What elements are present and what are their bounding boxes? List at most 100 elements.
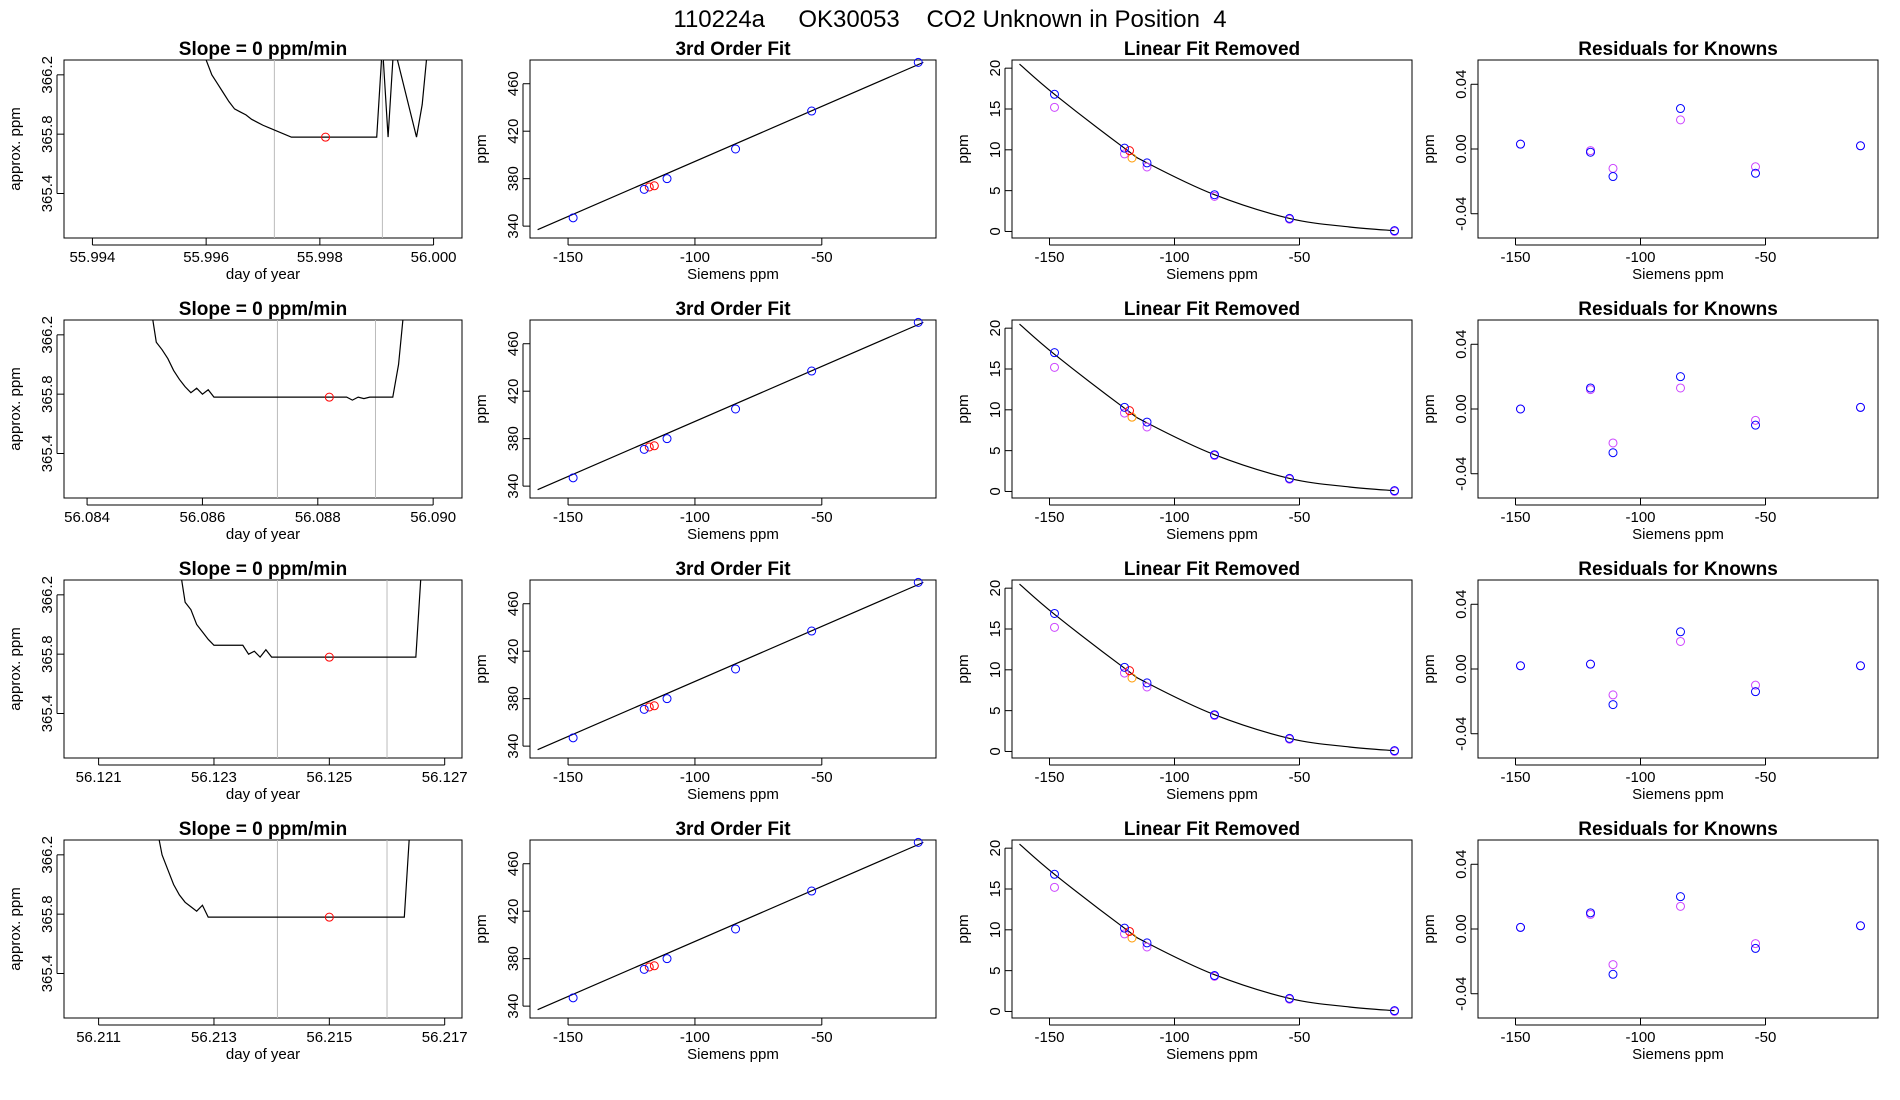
r1-resid-resid-point (1856, 141, 1865, 151)
r2-resid-xtick-label: -150 (1500, 509, 1530, 526)
r4-resid-ylabel: ppm (1421, 914, 1438, 943)
r4-fit-known-point (807, 886, 817, 896)
r2-fit-known-point (662, 434, 672, 444)
r3-linear-known-point (1390, 746, 1399, 756)
r3-resid-resid-point (1856, 661, 1865, 671)
r1-fit-xlabel: Siemens ppm (687, 266, 779, 283)
r1-slope-frame (63, 59, 463, 239)
r4-linear-known-alt-point (1142, 942, 1152, 952)
r4-fit-known-point (662, 954, 672, 964)
r2-fit-unknown-point (644, 442, 654, 452)
r4-resid-ytick-label: 0.00 (1453, 914, 1470, 943)
r2-resid-xtick-label: -50 (1755, 509, 1777, 526)
r3-fit-unknown-point (644, 702, 654, 712)
r4-linear-xtick-label: -150 (1034, 1029, 1064, 1046)
r4-linear-unknown-alt-point (1127, 933, 1137, 943)
r2-slope-ytick-label: 366.2 (39, 316, 56, 354)
r1-linear-known-alt-point (1050, 102, 1059, 112)
r1-linear-known-alt-point (1142, 162, 1152, 172)
r4-resid-ytick-label: 0.04 (1453, 850, 1470, 879)
r2-resid-ytick-label: 0.00 (1453, 394, 1470, 423)
r1-linear-ytick-label: 5 (987, 186, 1004, 194)
r3-slope-mean-point (324, 652, 334, 662)
r4-fit-xtick-label: -150 (553, 1029, 583, 1046)
r2-slope-ylabel: approx. ppm (7, 367, 24, 450)
r4-linear-known-point (1142, 938, 1152, 948)
r3-fit-known-point (568, 733, 578, 743)
r3-resid-xlabel: Siemens ppm (1632, 786, 1724, 803)
r4-linear-xtick-label: -100 (1159, 1029, 1189, 1046)
r1-slope-mean-point (321, 132, 331, 142)
r2-fit-known-point (639, 444, 649, 454)
r1-fit-frame (529, 59, 937, 239)
r4-fit-fit-line (537, 841, 924, 1011)
r4-fit-xtick-label: -50 (811, 1029, 833, 1046)
r3-fit-xtick-label: -50 (811, 769, 833, 786)
r4-resid-resid-point (1516, 922, 1525, 932)
r3-resid-resid-point (1751, 687, 1760, 697)
r1-resid-xlabel: Siemens ppm (1632, 266, 1724, 283)
r3-linear-xtick-label: -100 (1159, 769, 1189, 786)
r4-slope-xtick-label: 56.213 (191, 1029, 237, 1046)
r2-fit-frame (529, 319, 937, 499)
r1-resid-frame (1477, 59, 1879, 239)
r4-fit-frame (529, 839, 937, 1019)
r4-resid-title: Residuals for Knowns (1578, 819, 1778, 840)
r3-linear-ytick-label: 10 (987, 661, 1004, 678)
r3-resid-ytick-label: -0.04 (1453, 717, 1470, 751)
r4-fit-ytick-label: 380 (505, 946, 522, 971)
r2-linear-xtick-label: -50 (1289, 509, 1311, 526)
r4-linear-ylabel: ppm (955, 914, 972, 943)
r4-linear-fit-curve (1019, 843, 1395, 1012)
r4-linear-unknown-point (1125, 926, 1134, 936)
r1-fit-known-point (639, 184, 649, 194)
r1-linear-ytick-label: 10 (987, 141, 1004, 158)
r1-resid-resid-point (1751, 168, 1760, 178)
r4-linear-ytick-label: 15 (987, 881, 1004, 898)
r4-slope-ylabel: approx. ppm (7, 887, 24, 970)
r3-linear-known-alt-point (1142, 682, 1152, 692)
r4-linear-title: Linear Fit Removed (1124, 819, 1300, 840)
r4-linear-known-point (1390, 1006, 1399, 1016)
r1-linear-known-point (1210, 190, 1219, 200)
r3-fit-ytick-label: 380 (505, 686, 522, 711)
r1-slope-xtick-label: 55.994 (69, 249, 115, 266)
r3-fit-ylabel: ppm (473, 654, 490, 683)
r2-slope-xtick-label: 56.088 (295, 509, 341, 526)
r4-linear-xlabel: Siemens ppm (1166, 1046, 1258, 1063)
r3-resid-ytick-label: 0.00 (1453, 654, 1470, 683)
r1-resid-xtick-label: -150 (1500, 249, 1530, 266)
r4-resid-xlabel: Siemens ppm (1632, 1046, 1724, 1063)
r1-linear-known-point (1120, 143, 1129, 153)
r1-linear-xtick-label: -100 (1159, 249, 1189, 266)
r4-resid-xtick-label: -50 (1755, 1029, 1777, 1046)
r1-resid-resid-point (1516, 139, 1525, 149)
r4-fit-known-point (731, 924, 741, 934)
r4-linear-known-alt-point (1050, 882, 1059, 892)
r4-resid-resid-point (1751, 943, 1760, 953)
r4-fit-title: 3rd Order Fit (675, 819, 791, 840)
r2-resid-ytick-label: 0.04 (1453, 330, 1470, 359)
r3-slope-xtick-label: 56.121 (76, 769, 122, 786)
r2-linear-unknown-point (1125, 406, 1134, 416)
r4-linear-known-point (1210, 971, 1219, 981)
r1-slope-xlabel: day of year (226, 266, 300, 283)
r2-slope-xtick-label: 56.090 (410, 509, 456, 526)
r2-resid-ytick-label: -0.04 (1453, 457, 1470, 491)
r1-linear-frame (1011, 59, 1413, 239)
r4-slope-trace (158, 840, 410, 918)
r2-linear-ytick-label: 15 (987, 361, 1004, 378)
r2-linear-known-alt-point (1120, 408, 1129, 418)
r1-fit-ytick-label: 420 (505, 119, 522, 144)
r3-resid-resid-point (1516, 661, 1525, 671)
r2-linear-fit-curve (1019, 323, 1395, 492)
r3-linear-ytick-label: 20 (987, 580, 1004, 597)
r1-linear-unknown-point (1125, 146, 1134, 156)
r4-slope-mean-point (324, 912, 334, 922)
r2-slope-trace (152, 320, 404, 401)
r3-linear-known-point (1120, 662, 1129, 672)
r1-resid-resid-alt-point (1676, 115, 1685, 125)
r1-fit-known-point (731, 144, 741, 154)
r1-linear-title: Linear Fit Removed (1124, 39, 1300, 60)
